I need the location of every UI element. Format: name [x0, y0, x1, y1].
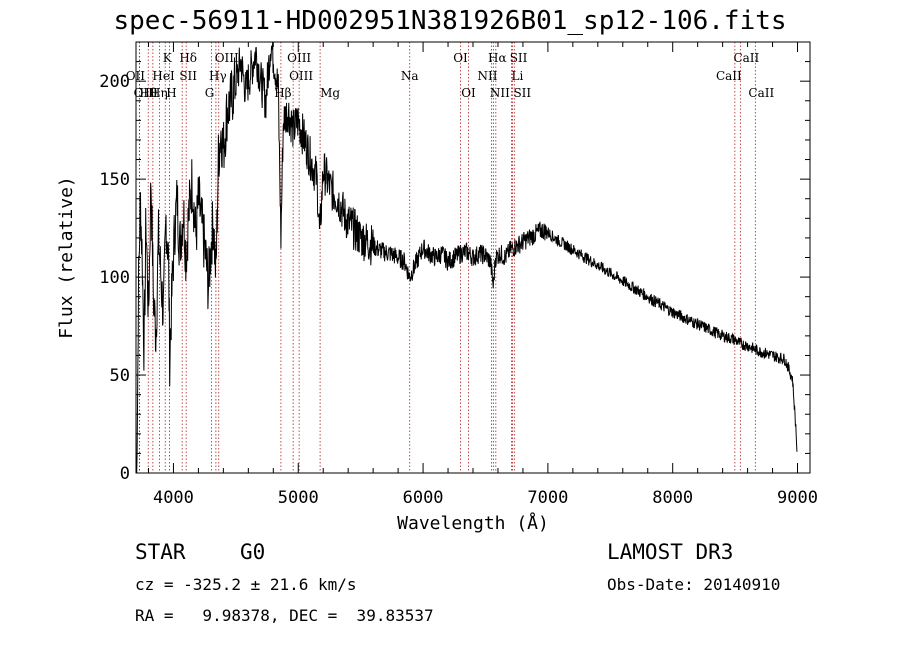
x-axis-label: Wavelength (Å)	[397, 512, 549, 534]
plot-frame	[135, 41, 811, 474]
line-marker-label-10: Hγ	[209, 69, 227, 83]
line-marker-label-23: Li	[512, 69, 524, 83]
y-tick-label-200: 200	[99, 72, 130, 92]
line-marker-label-21: NII	[490, 86, 510, 100]
line-marker-label-14: OIII	[289, 69, 313, 83]
line-marker-label-6: SII	[179, 69, 197, 83]
line-marker-label-5: K	[163, 51, 173, 65]
line-marker-label-15: Mg	[320, 86, 340, 100]
x-tick-label-5000: 5000	[278, 488, 319, 508]
line-marker-label-0: Hθ	[139, 86, 157, 100]
y-axis-label: Flux (relative)	[56, 176, 77, 339]
line-marker-label-3: Hη	[150, 86, 168, 100]
line-marker-label-22: SII	[510, 51, 528, 65]
line-marker-label-11: G	[205, 86, 215, 100]
line-marker-label-19: Hα	[488, 51, 507, 65]
line-marker-label-17: OI	[453, 51, 468, 65]
line-marker-label-4: HeI	[152, 69, 175, 83]
x-tick-label-7000: 7000	[527, 488, 568, 508]
object-subclass: G0	[240, 540, 266, 564]
line-marker-label-20: NII	[477, 69, 497, 83]
object-class: STAR	[135, 540, 186, 564]
line-marker-label-2: OIII	[134, 86, 158, 100]
redshift-label: cz = -325.2 ± 21.6 km/s	[135, 575, 357, 594]
y-tick-label-100: 100	[99, 268, 130, 288]
line-marker-label-12: Hβ	[274, 86, 291, 100]
coords-label: RA = 9.98378, DEC = 39.83537	[135, 606, 434, 625]
line-marker-label-1: OII	[126, 69, 146, 83]
line-marker-label-18: OI	[461, 86, 476, 100]
y-tick-label-150: 150	[99, 170, 130, 190]
chart-title: spec-56911-HD002951N381926B01_sp12-106.f…	[113, 6, 787, 36]
line-marker-label-7: H	[166, 86, 176, 100]
survey-label: LAMOST DR3	[607, 540, 734, 564]
y-tick-label-50: 50	[110, 366, 130, 386]
line-marker-label-25: CaII	[733, 51, 759, 65]
spectrum-line	[135, 41, 798, 474]
y-tick-label-0: 0	[120, 464, 130, 484]
line-marker-label-24: SII	[513, 86, 531, 100]
x-tick-label-9000: 9000	[777, 488, 818, 508]
line-marker-label-26: CaII	[716, 69, 742, 83]
line-marker-label-13: OIII	[287, 51, 311, 65]
line-marker-label-27: CaII	[748, 86, 774, 100]
line-marker-label-8: Hδ	[179, 51, 197, 65]
obs-date-label: Obs-Date: 20140910	[607, 575, 781, 594]
x-tick-label-8000: 8000	[652, 488, 693, 508]
line-marker-label-16: Na	[401, 69, 419, 83]
x-tick-label-6000: 6000	[403, 488, 444, 508]
x-tick-label-4000: 4000	[153, 488, 194, 508]
line-marker-label-9: OIII	[215, 51, 239, 65]
